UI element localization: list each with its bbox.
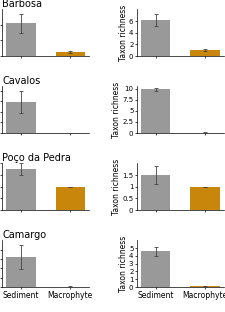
- Bar: [6, 23, 36, 56]
- Bar: [189, 50, 219, 56]
- Y-axis label: Taxon richness: Taxon richness: [111, 81, 120, 138]
- Bar: [6, 169, 36, 210]
- Bar: [189, 187, 219, 210]
- Bar: [6, 257, 36, 287]
- Bar: [189, 286, 219, 287]
- Bar: [140, 175, 170, 210]
- Y-axis label: Taxon richness: Taxon richness: [118, 236, 127, 292]
- Bar: [6, 102, 36, 133]
- Text: Barbosa: Barbosa: [2, 0, 42, 9]
- Text: Poço da Pedra: Poço da Pedra: [2, 153, 71, 163]
- Bar: [140, 20, 170, 56]
- Text: Cavalos: Cavalos: [2, 76, 40, 85]
- Bar: [55, 187, 85, 210]
- Bar: [55, 52, 85, 56]
- Bar: [140, 251, 170, 287]
- Bar: [140, 90, 170, 133]
- Y-axis label: Taxon richness: Taxon richness: [118, 5, 127, 61]
- Text: Camargo: Camargo: [2, 230, 46, 240]
- Y-axis label: Taxon richness: Taxon richness: [111, 158, 120, 215]
